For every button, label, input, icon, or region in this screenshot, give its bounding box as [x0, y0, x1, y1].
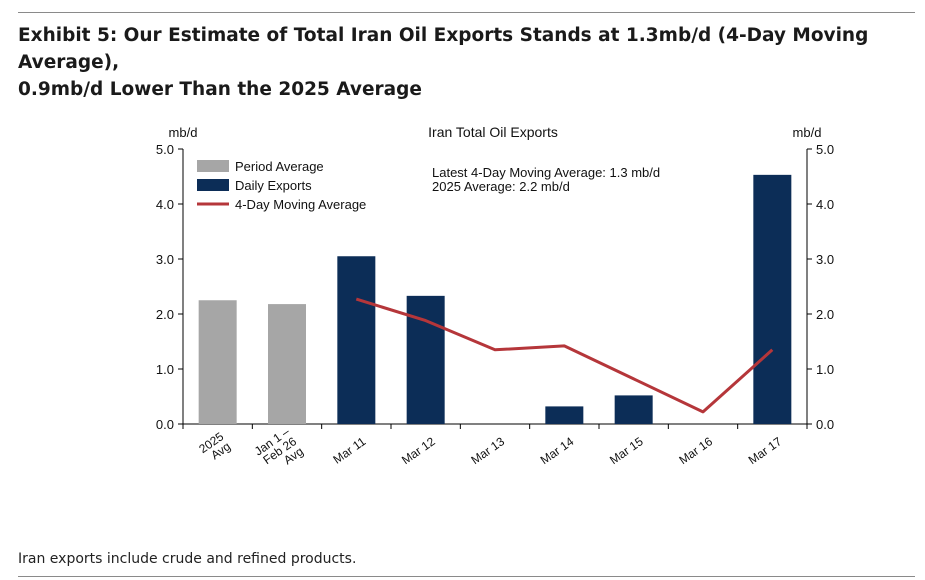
x-category-label-line: Mar 12	[399, 434, 438, 467]
moving-average-polyline	[355, 297, 774, 414]
x-category-label: Mar 13	[468, 434, 507, 467]
x-category-label: Mar 15	[607, 434, 646, 467]
left-tick-label: 2.0	[156, 307, 174, 322]
x-category-label: Mar 12	[399, 434, 438, 467]
legend-label-daily-exports: Daily Exports	[235, 178, 312, 193]
x-category-label-line: Mar 17	[746, 434, 785, 467]
right-tick-label: 0.0	[816, 417, 834, 432]
annotation-latest-moving-average: Latest 4-Day Moving Average: 1.3 mb/d	[432, 165, 660, 180]
right-tick-label: 3.0	[816, 252, 834, 267]
exhibit-title-line-2: 0.9mb/d Lower Than the 2025 Average	[18, 79, 422, 100]
bar-daily-exports	[753, 174, 792, 424]
legend-label-moving-average: 4-Day Moving Average	[235, 197, 366, 212]
left-tick-label: 1.0	[156, 362, 174, 377]
top-rule	[18, 12, 915, 13]
footnote: Iran exports include crude and refined p…	[18, 551, 357, 567]
x-category-label-line: Mar 15	[607, 434, 646, 467]
exhibit-title-line-1: Exhibit 5: Our Estimate of Total Iran Oi…	[18, 25, 869, 73]
bar-daily-exports	[545, 406, 584, 424]
axes: 0.0 0.0 1.0 1.0 2.0 2.0 3.0 3.0 4.0 4.0 5.0 5.0	[156, 142, 834, 432]
bar-daily-exports	[337, 256, 376, 424]
legend-label-period-average: Period Average	[235, 159, 324, 174]
right-tick-label: 1.0	[816, 362, 834, 377]
x-category-label: Mar 17	[746, 434, 785, 467]
legend-swatch-daily-exports	[197, 179, 229, 191]
bars	[198, 174, 792, 424]
left-tick-label: 0.0	[156, 417, 174, 432]
left-tick-label: 4.0	[156, 197, 174, 212]
bar-period-average	[198, 300, 237, 424]
right-tick-label: 2.0	[816, 307, 834, 322]
x-category-label: Mar 16	[676, 434, 715, 467]
bottom-rule	[18, 576, 915, 577]
legend: Period Average Daily Exports 4-Day Movin…	[197, 159, 366, 212]
right-axis-unit: mb/d	[793, 125, 822, 140]
iran-oil-exports-chart: Iran Total Oil Exports mb/d mb/d 0.0 0.0 1…	[156, 124, 834, 467]
x-category-label: Mar 11	[330, 434, 368, 467]
x-category-label: Mar 14	[538, 434, 577, 467]
chart-title: Iran Total Oil Exports	[428, 124, 558, 140]
left-tick-label: 5.0	[156, 142, 174, 157]
exhibit-title: Exhibit 5: Our Estimate of Total Iran Oi…	[18, 22, 913, 103]
x-category-label-line: Mar 14	[538, 434, 577, 467]
left-tick-label: 3.0	[156, 252, 174, 267]
legend-swatch-period-average	[197, 160, 229, 172]
moving-average-line	[355, 297, 774, 414]
bar-period-average	[268, 304, 306, 424]
right-tick-label: 5.0	[816, 142, 834, 157]
x-category-label-line: Mar 13	[468, 434, 507, 467]
annotation-2025-average: 2025 Average: 2.2 mb/d	[432, 179, 570, 194]
x-category-label-line: Mar 11	[330, 434, 368, 467]
left-axis-unit: mb/d	[169, 125, 198, 140]
bar-daily-exports	[614, 395, 653, 424]
x-category-label-line: Mar 16	[676, 434, 715, 467]
right-tick-label: 4.0	[816, 197, 834, 212]
